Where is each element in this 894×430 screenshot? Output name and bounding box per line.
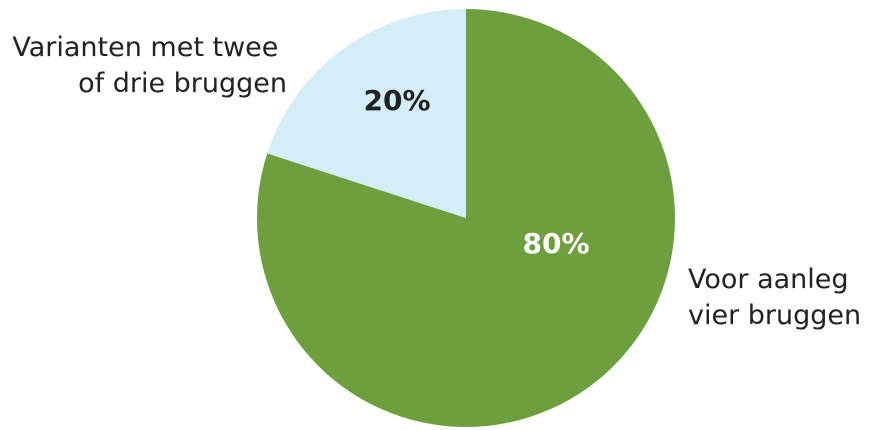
slice-value-label-voor-aanleg: 80%: [522, 227, 589, 260]
pie-slices: [256, 9, 675, 427]
category-label-varianten: Varianten met twee of drie bruggen: [12, 32, 287, 99]
pie-slice-1: [267, 9, 466, 218]
category-label-voor-aanleg-line-1: Voor aanleg: [688, 264, 849, 295]
category-label-voor-aanleg: Voor aanleg vier bruggen: [688, 264, 861, 331]
category-labels: Varianten met twee of drie bruggen Voor …: [12, 32, 861, 331]
value-labels: 80% 20%: [363, 84, 589, 260]
slice-value-label-varianten: 20%: [363, 84, 430, 117]
category-label-varianten-line-1: Varianten met twee: [12, 32, 278, 63]
category-label-voor-aanleg-line-2: vier bruggen: [688, 300, 861, 331]
category-label-varianten-line-2: of drie bruggen: [78, 68, 287, 99]
pie-slice-0: [256, 9, 675, 427]
